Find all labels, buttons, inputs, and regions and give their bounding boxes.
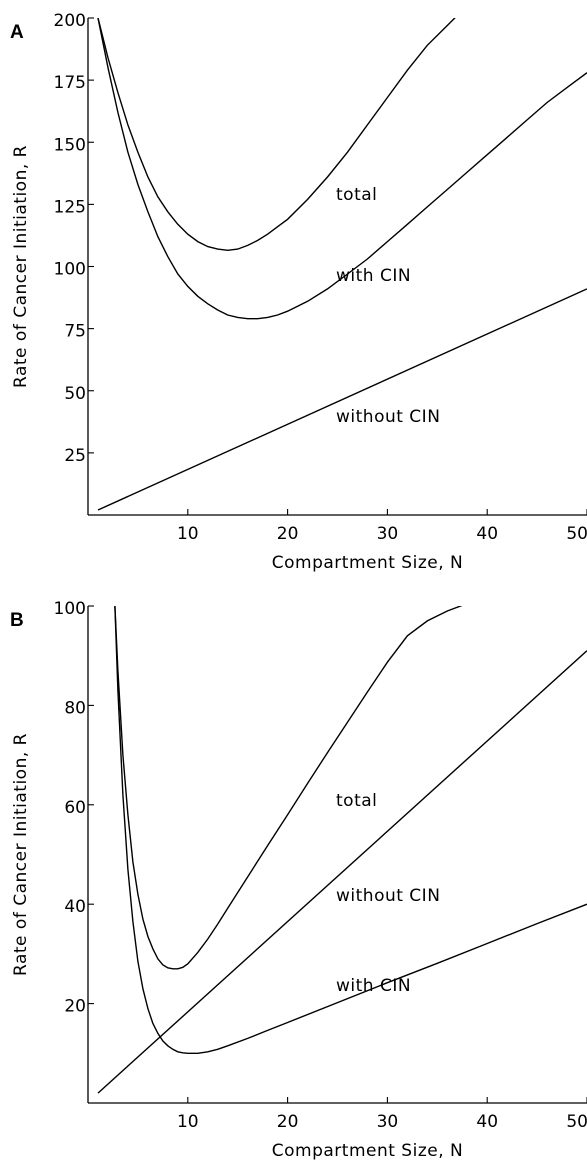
x-tick-label: 10	[177, 1112, 199, 1132]
x-tick-label: 50	[566, 1112, 587, 1132]
annotation-without-cin: without CIN	[336, 886, 440, 906]
y-tick-label: 80	[64, 698, 86, 718]
x-axis-label: Compartment Size, N	[272, 553, 463, 573]
x-tick-label: 40	[476, 524, 498, 544]
x-tick-label: 10	[177, 524, 199, 544]
x-tick-label: 30	[377, 1112, 399, 1132]
panel-label: A	[10, 22, 24, 43]
annotation-total: total	[336, 185, 377, 205]
chart-panel-b: 10 20 30 40 50 20 40 60 80 100 B Compartment Size, …	[10, 599, 587, 1160]
y-tick-label: 25	[64, 446, 86, 466]
y-axis-label: Rate of Cancer Initiation, R	[11, 145, 31, 388]
annotation-without-cin: without CIN	[336, 407, 440, 427]
series-line-total	[97, 18, 456, 252]
y-tick-label: 75	[64, 322, 86, 342]
annotation-with-cin: with CIN	[336, 976, 411, 996]
y-tick-label: 100	[54, 260, 86, 280]
y-tick-label: 60	[64, 798, 86, 818]
series-line-without-cin	[97, 650, 587, 1094]
y-tick-label: 125	[54, 197, 86, 217]
series-line-with-cin	[114, 606, 587, 1055]
y-tick-label: 175	[54, 73, 86, 93]
panel-label: B	[10, 610, 24, 631]
y-tick-label: 100	[54, 599, 86, 619]
x-tick-label: 30	[377, 524, 399, 544]
x-axis-label: Compartment Size, N	[272, 1141, 463, 1160]
y-tick-label: 50	[64, 384, 86, 404]
series-line-total	[114, 606, 463, 970]
y-tick-label: 200	[54, 11, 86, 31]
x-tick-label: 20	[277, 1112, 299, 1132]
annotation-total: total	[336, 791, 377, 811]
x-tick-label: 40	[476, 1112, 498, 1132]
series-line-without-cin	[97, 288, 587, 511]
annotation-with-cin: with CIN	[336, 266, 411, 286]
y-axis-label: Rate of Cancer Initiation, R	[11, 733, 31, 976]
chart-panel-a: 10 20 30 40 50 25 50 75 100 125 150 175 200 A Compartm…	[10, 11, 587, 573]
series-line-with-cin	[97, 18, 587, 320]
y-tick-label: 20	[64, 997, 86, 1017]
x-tick-label: 20	[277, 524, 299, 544]
y-tick-label: 150	[54, 135, 86, 155]
x-tick-label: 50	[566, 524, 587, 544]
y-tick-label: 40	[64, 897, 86, 917]
